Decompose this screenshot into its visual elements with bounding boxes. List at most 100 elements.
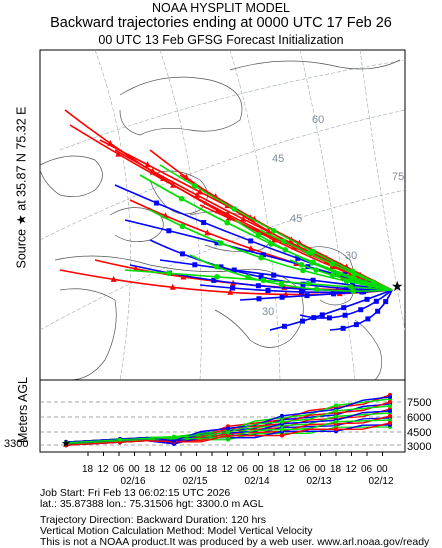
trajectory-marker [329, 272, 336, 278]
time-tick: 00 [377, 464, 389, 475]
trajectory-marker [350, 288, 357, 294]
trajectory-marker [335, 271, 342, 277]
trajectory-marker [227, 288, 234, 295]
height-marker [334, 414, 338, 419]
lat-label: 30 [345, 250, 357, 262]
time-tick: 12 [346, 464, 358, 475]
height-start-star-icon: ★ [61, 437, 71, 450]
trajectory-marker [196, 188, 203, 195]
trajectory-marker [231, 267, 237, 273]
time-tick: 00 [191, 464, 203, 475]
trajectory-marker [347, 277, 354, 284]
time-tick: 18 [206, 464, 218, 475]
trajectory-marker [304, 293, 310, 299]
time-tick: 06 [113, 464, 125, 475]
trajectory-marker [214, 274, 220, 280]
trajectory-marker [255, 283, 261, 289]
trajectory-path [64, 109, 393, 291]
height-marker [388, 414, 392, 418]
trajectory-marker [115, 150, 122, 157]
trajectory-marker [192, 262, 198, 268]
trajectory-marker [305, 250, 312, 256]
trajectory-marker [313, 267, 319, 273]
height-tick: 6000 [407, 412, 431, 424]
trajectory-marker [144, 161, 151, 168]
lat-label: 45 [272, 153, 284, 165]
height-marker [172, 435, 176, 440]
trajectory-marker [230, 285, 236, 291]
trajectory-marker [295, 255, 301, 261]
trajectory-marker [331, 291, 337, 297]
trajectory-marker [224, 210, 231, 217]
time-tick: 06 [299, 464, 311, 475]
time-tick: 18 [144, 464, 156, 475]
trajectory-marker [201, 220, 207, 226]
trajectory-marker [211, 277, 217, 283]
trajectory-marker [281, 323, 287, 329]
time-tick: 00 [253, 464, 265, 475]
trajectory-marker [282, 246, 289, 253]
time-tick: 06 [175, 464, 187, 475]
trajectory-marker [240, 215, 247, 222]
trajectory-marker [248, 238, 254, 244]
trajectory-marker [265, 227, 272, 234]
height-marker [334, 419, 338, 424]
time-tick: 12 [160, 464, 172, 475]
trajectory-marker [247, 245, 254, 252]
trajectory-marker [270, 227, 277, 234]
trajectory-marker [271, 236, 278, 243]
trajectory-marker [194, 191, 201, 198]
trajectory-marker [340, 325, 346, 331]
trajectory-marker [342, 312, 348, 318]
trajectory-marker [359, 289, 365, 295]
trajectory-marker [300, 318, 306, 324]
vertical-method: Vertical Motion Calculation Method: Mode… [40, 525, 313, 537]
trajectory-marker [204, 229, 211, 236]
time-tick: 06 [361, 464, 373, 475]
time-tick: 06 [237, 464, 249, 475]
trajectory-marker [256, 296, 262, 302]
height-tick: 3000 [407, 441, 431, 453]
height-marker [226, 433, 230, 438]
height-tick: 4500 [407, 427, 431, 439]
trajectory-marker [179, 223, 186, 230]
date-label: 02/12 [369, 476, 394, 487]
trajectory-marker [225, 214, 232, 221]
height-marker [388, 395, 392, 399]
trajectory-marker [214, 240, 220, 246]
height-marker [226, 426, 230, 431]
trajectory-marker [300, 286, 306, 292]
trajectory-marker [180, 273, 187, 280]
trajectory-marker [258, 274, 264, 280]
lat-labels: 60 45 45 30 30 75 [262, 114, 404, 318]
trajectory-marker [373, 298, 379, 304]
trajectory-marker [375, 308, 381, 314]
trajectory-marker [367, 282, 374, 288]
start-height-label: 3300 [4, 438, 28, 450]
trajectory-marker [310, 248, 316, 255]
lat-label: 75 [392, 171, 404, 183]
height-marker [334, 427, 338, 432]
height-marker [388, 400, 392, 404]
height-marker [280, 419, 284, 424]
trajectory-marker [231, 206, 238, 212]
date-label: 02/13 [307, 476, 332, 487]
lat-label: 30 [262, 306, 274, 318]
source-star-icon: ★ [391, 279, 404, 295]
trajectory-marker [166, 228, 172, 234]
time-tick: 12 [222, 464, 234, 475]
time-tick: 00 [315, 464, 327, 475]
trajectory-marker [224, 219, 230, 226]
height-marker [226, 430, 230, 435]
lat-label: 45 [290, 213, 302, 225]
time-tick: 12 [98, 464, 110, 475]
trajectory-marker [271, 272, 277, 278]
trajectory-marker [329, 261, 335, 267]
height-marker [64, 440, 68, 445]
trajectory-title: Backward trajectories ending at 0000 UTC… [50, 15, 392, 31]
trajectory-marker [218, 264, 224, 270]
trajectory-lines [59, 109, 393, 331]
trajectory-marker [341, 305, 347, 311]
height-marker [334, 408, 338, 413]
